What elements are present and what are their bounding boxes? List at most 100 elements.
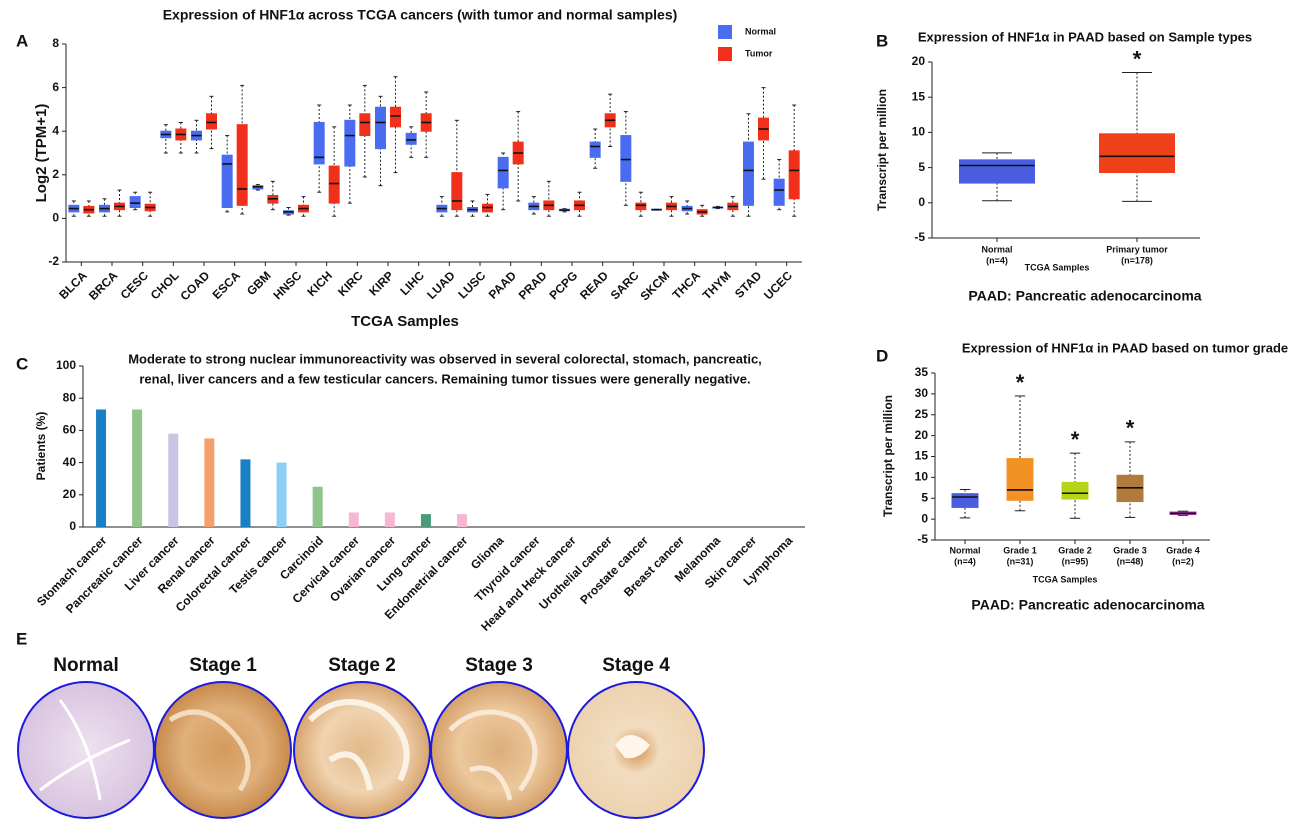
x-axis-label: TCGA Samples	[1033, 574, 1098, 584]
box	[360, 114, 370, 136]
x-tick-label: READ	[577, 268, 611, 302]
legend-swatch	[718, 47, 732, 61]
y-tick-label: 30	[915, 386, 929, 400]
bar	[313, 487, 323, 527]
y-tick-label: 40	[63, 455, 77, 469]
bar	[385, 513, 395, 527]
box	[789, 151, 799, 199]
box	[329, 166, 339, 203]
chart-title: Expression of HNF1α across TCGA cancers …	[163, 7, 678, 23]
image-label: Stage 1	[189, 655, 257, 676]
bar	[349, 513, 359, 527]
y-tick-label: 10	[915, 470, 929, 484]
bar	[277, 463, 287, 527]
y-tick-label: 20	[915, 428, 929, 442]
box	[952, 494, 978, 508]
y-tick-label: 8	[52, 36, 59, 50]
x-tick-label: THCA	[670, 268, 704, 302]
box	[376, 107, 386, 148]
y-axis-label: Patients (%)	[34, 412, 48, 481]
caption: PAAD: Pancreatic adenocarcinoma	[968, 288, 1201, 304]
x-tick-label: BRCA	[86, 268, 121, 303]
image-label: Stage 3	[465, 655, 533, 676]
x-tick-label: Grade 4	[1166, 545, 1200, 555]
chart-title: renal, liver cancers and a few testicula…	[139, 371, 750, 386]
y-tick-label: 15	[915, 449, 929, 463]
y-tick-label: 35	[915, 365, 929, 379]
y-tick-label: 100	[56, 358, 76, 372]
x-tick-label: GBM	[244, 268, 274, 298]
x-tick-label: PRAD	[516, 268, 550, 302]
legend-label: Tumor	[745, 48, 773, 58]
x-tick-label: UCEC	[761, 268, 795, 302]
image-label: Stage 4	[602, 655, 670, 676]
y-tick-label: 0	[52, 211, 59, 225]
significance-mark: *	[1126, 416, 1135, 441]
x-tick-label: Grade 2	[1058, 545, 1092, 555]
panel-e-images	[18, 682, 704, 818]
y-axis-label: Transcript per million	[875, 89, 889, 211]
x-tick-label: PAAD	[486, 268, 520, 302]
x-tick-label: LUAD	[424, 268, 458, 302]
x-tick-label: Normal	[949, 545, 980, 555]
box	[498, 157, 508, 188]
tissue-image	[431, 682, 567, 818]
x-tick-label: KICH	[304, 268, 335, 299]
panel-letter: C	[16, 354, 28, 373]
bar	[132, 409, 142, 527]
sample-size: (n=31)	[1007, 556, 1034, 566]
x-tick-label: THYM	[700, 268, 734, 302]
bar	[204, 438, 214, 527]
y-tick-label: 4	[52, 123, 59, 137]
legend-swatch	[718, 25, 732, 39]
y-tick-label: -5	[914, 230, 925, 244]
box	[774, 179, 784, 205]
box	[621, 136, 631, 182]
box	[452, 173, 462, 210]
box	[406, 133, 416, 144]
y-tick-label: -5	[917, 532, 928, 546]
bar	[457, 514, 467, 527]
x-tick-label: SARC	[608, 268, 642, 302]
legend-label: Normal	[745, 26, 776, 36]
y-tick-label: 2	[52, 167, 59, 181]
sample-size: (n=48)	[1117, 556, 1144, 566]
figure: A Expression of HNF1α across TCGA cancers…	[0, 0, 1309, 821]
x-tick-label: ESCA	[210, 268, 244, 302]
x-tick-label: LIHC	[397, 268, 427, 298]
image-label: Normal	[53, 655, 118, 676]
box	[391, 107, 401, 127]
panel-letter: B	[876, 31, 888, 50]
x-tick-label: KIRP	[366, 268, 396, 298]
significance-mark: *	[1016, 370, 1025, 395]
box	[1100, 134, 1175, 173]
panel-letter: D	[876, 346, 888, 365]
y-tick-label: 60	[63, 423, 77, 437]
y-axis-label: Log2 (TPM+1)	[33, 104, 50, 203]
sample-size: (n=4)	[954, 556, 976, 566]
x-tick-label: Primary tumor	[1106, 244, 1168, 254]
y-tick-label: 5	[918, 160, 925, 174]
x-tick-label: KIRC	[335, 268, 366, 299]
significance-mark: *	[1071, 427, 1080, 452]
y-tick-label: 5	[921, 490, 928, 504]
y-tick-label: 0	[69, 519, 76, 533]
y-tick-label: 0	[921, 511, 928, 525]
sample-size: (n=178)	[1121, 255, 1153, 265]
x-axis-label: TCGA Samples	[1025, 262, 1090, 272]
bar	[96, 409, 106, 527]
significance-mark: *	[1133, 46, 1142, 71]
x-tick-label: SKCM	[637, 268, 672, 303]
panel-letter: A	[16, 31, 28, 50]
caption: PAAD: Pancreatic adenocarcinoma	[971, 597, 1204, 613]
x-tick-label: Normal	[981, 244, 1012, 254]
x-tick-label: PCPG	[546, 268, 580, 302]
sample-size: (n=95)	[1062, 556, 1089, 566]
x-tick-label: Grade 1	[1003, 545, 1037, 555]
box	[237, 125, 247, 206]
x-tick-label: LUSC	[455, 268, 488, 301]
box	[345, 120, 355, 166]
box	[590, 142, 600, 157]
box	[960, 160, 1035, 183]
image-label: Stage 2	[328, 655, 396, 676]
